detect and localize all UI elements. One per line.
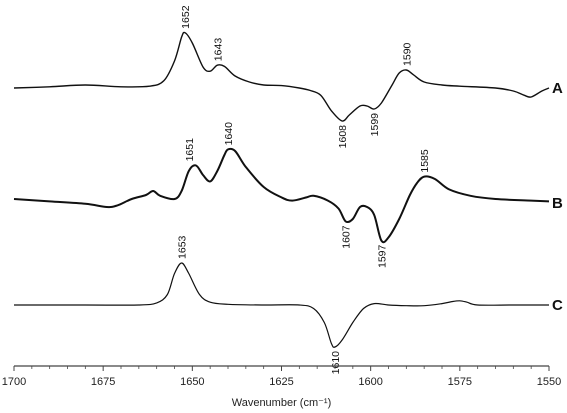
peak-label-b-1640: 1640 — [223, 122, 235, 146]
peak-label-a-1590: 1590 — [401, 42, 413, 66]
x-tick-label: 1675 — [91, 376, 115, 388]
series-b-label: B — [552, 195, 563, 212]
series-a-line — [13, 31, 550, 122]
series-layer: A B C 1652 1643 1608 1599 1590 1651 1640 1607 1597 1… — [13, 5, 563, 375]
x-tick-label: 1575 — [448, 376, 472, 388]
peak-label-b-1607: 1607 — [341, 225, 353, 249]
peak-label-b-1651: 1651 — [184, 138, 196, 162]
series-b-line — [13, 147, 550, 244]
peak-label-b-1585: 1585 — [419, 149, 431, 173]
peak-label-b-1597: 1597 — [376, 244, 388, 268]
x-tick-label: 1625 — [269, 376, 293, 388]
x-tick-label: 1650 — [180, 376, 204, 388]
x-axis-label: Wavenumber (cm⁻¹) — [232, 397, 332, 409]
series-c-line — [14, 262, 549, 348]
peak-label-a-1599: 1599 — [369, 113, 381, 137]
peak-label-a-1652: 1652 — [180, 5, 192, 29]
series-c-label: C — [552, 297, 563, 314]
peak-label-c-1610: 1610 — [330, 351, 342, 375]
peak-label-a-1643: 1643 — [212, 38, 224, 62]
series-a-label: A — [552, 80, 563, 97]
x-tick-label: 1700 — [2, 376, 26, 388]
peak-label-a-1608: 1608 — [337, 125, 349, 149]
x-tick-label: 1600 — [358, 376, 382, 388]
x-axis: 1700 1675 1650 1625 1600 1575 1550 — [2, 365, 561, 388]
peak-label-c-1653: 1653 — [177, 235, 189, 259]
x-tick-label: 1550 — [537, 376, 561, 388]
